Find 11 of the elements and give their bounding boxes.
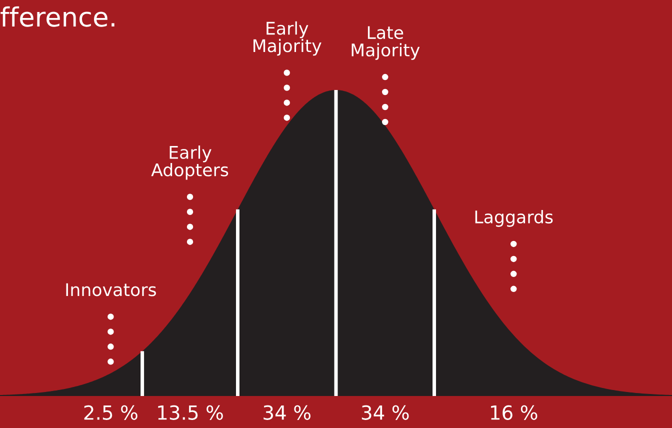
data-label: 16 % (491, 405, 538, 420)
text: fference. (0, 6, 114, 27)
data-label: 13.5 % (158, 405, 223, 420)
data-label: 34 % (362, 405, 409, 420)
category-label: Early Majority (254, 21, 322, 56)
data-label: 34 % (264, 405, 310, 420)
category-label: Innovators (66, 283, 156, 296)
category-label: Early Adopters (151, 145, 228, 180)
category-label: Laggards (475, 210, 553, 227)
data-label: 2.5 % (84, 405, 138, 420)
category-label: Late Majority (352, 26, 420, 60)
